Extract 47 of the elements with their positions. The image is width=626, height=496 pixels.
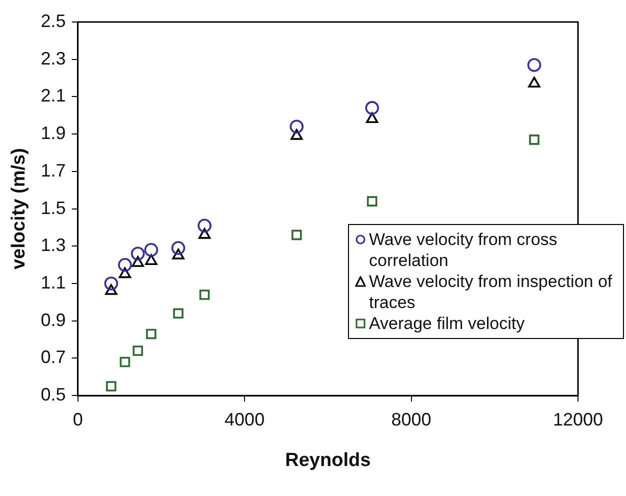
y-tick-label: 1.5	[40, 198, 66, 218]
x-axis-title: Reynolds	[285, 450, 371, 471]
point	[120, 356, 130, 368]
point	[104, 276, 118, 290]
point	[292, 230, 302, 240]
y-axis-title: velocity (m/s)	[8, 148, 30, 270]
point	[118, 267, 132, 278]
point	[130, 246, 145, 261]
y-tick-label: 0.9	[40, 310, 66, 330]
point	[198, 218, 212, 233]
point	[365, 101, 379, 115]
point	[366, 112, 378, 124]
point	[529, 134, 540, 145]
point	[172, 248, 184, 260]
x-tick-label: 4000	[224, 409, 265, 430]
point	[198, 228, 211, 239]
x-tick-label: 8000	[391, 409, 432, 430]
point	[105, 284, 118, 295]
point	[145, 254, 158, 266]
y-tick-label: 2.3	[40, 48, 66, 68]
y-tick-label: 2.1	[40, 86, 66, 106]
point	[146, 328, 156, 340]
point	[366, 196, 378, 206]
point	[144, 242, 158, 257]
point	[118, 258, 132, 272]
y-tick-label: 0.5	[40, 384, 66, 405]
point	[173, 308, 184, 319]
point	[290, 129, 303, 140]
point	[132, 256, 144, 267]
point	[106, 381, 116, 392]
point	[132, 346, 143, 356]
y-tick-label: 2.5	[40, 10, 66, 31]
y-tick-label: 0.7	[40, 347, 66, 368]
legend-label: Average film velocity	[369, 313, 525, 334]
y-tick-label: 1.7	[40, 160, 66, 180]
legend-label: Wave velocity from cross correlation	[369, 229, 558, 271]
y-tick-label: 1.3	[40, 235, 66, 256]
x-tick-label: 0	[72, 409, 83, 430]
point	[528, 76, 540, 88]
legend-label: Wave velocity from inspection of traces	[369, 271, 614, 313]
y-tick-label: 1.1	[40, 272, 66, 292]
x-tick-label: 12000	[552, 409, 604, 430]
point	[290, 120, 304, 134]
point	[199, 290, 210, 300]
point	[171, 241, 186, 255]
point	[527, 58, 542, 72]
y-tick-label: 1.9	[40, 123, 66, 144]
